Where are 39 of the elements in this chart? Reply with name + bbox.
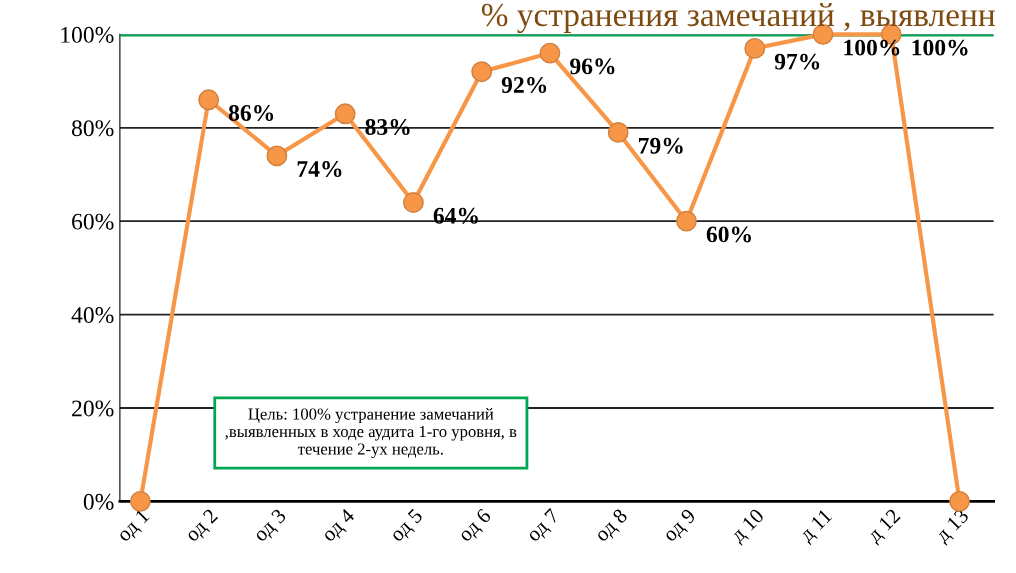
data-label: 79% (639, 137, 683, 154)
x-tick-label: од 8 (593, 507, 631, 545)
y-tick-label: 60% (72, 213, 114, 230)
data-label: 97% (774, 53, 820, 70)
x-tick-label: од 4 (320, 507, 358, 545)
y-tick-label: 20% (72, 400, 114, 417)
point (471, 61, 493, 83)
data-label: 74% (297, 161, 342, 178)
y-tick-label: 100% (61, 26, 114, 43)
x-tick-label: од 6 (457, 507, 495, 545)
annotation: Цель: 100% устранение замечаний ,выявленных в ходе аудита 1-го уровня, в течение 2-ух недель. (225, 408, 517, 459)
point (129, 490, 151, 512)
point (402, 192, 424, 213)
x-tick-label: од 2 (184, 508, 221, 545)
point (266, 145, 288, 167)
point (949, 490, 970, 512)
x-tick-label: од 9 (662, 508, 699, 545)
y-tick-label: 40% (71, 307, 114, 324)
data-label: 100% (912, 39, 968, 56)
data-label: 60% (706, 226, 751, 243)
point (607, 122, 629, 143)
x-tick-label: од 1 (115, 508, 153, 545)
x-tick-label: од 3 (252, 507, 290, 545)
y-tick-label: 0% (83, 493, 114, 510)
point (334, 103, 356, 125)
data-label: 86% (228, 105, 274, 122)
x-tick-label: д 10 (729, 507, 768, 546)
x-tick-label: д 11 (798, 508, 836, 546)
x-tick-label: од 5 (389, 508, 426, 545)
point (744, 37, 766, 59)
y-tick-label: 80% (71, 120, 114, 137)
data-label: 92% (501, 76, 547, 94)
data-label: 96% (570, 58, 615, 75)
x-tick-label: од 7 (525, 507, 563, 545)
point (198, 89, 220, 111)
x-tick-label: д 12 (865, 508, 904, 546)
chart-title: % устранения замечаний , выявленн (481, 3, 995, 34)
point (539, 42, 561, 64)
point (676, 210, 697, 232)
